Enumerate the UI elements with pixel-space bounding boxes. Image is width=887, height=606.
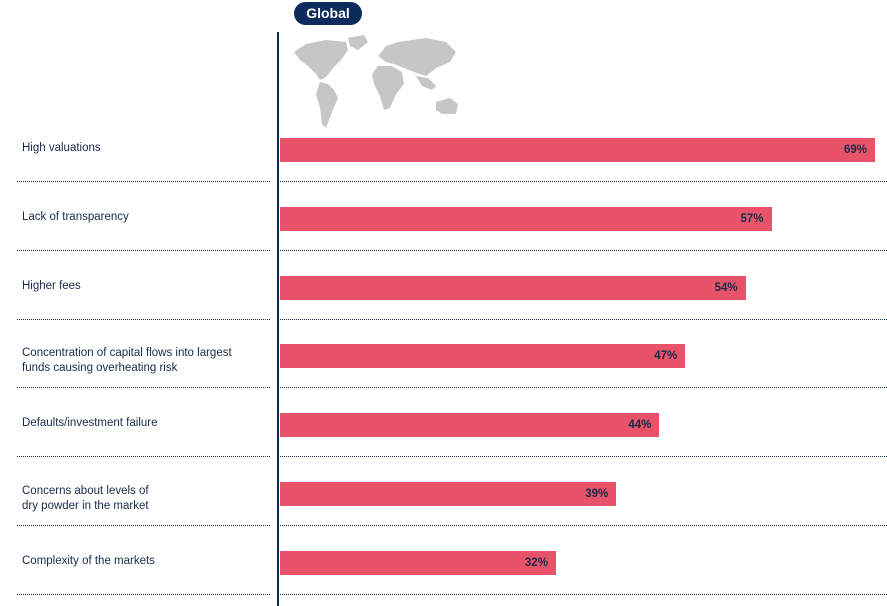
category-label: Concerns about levels of dry powder in th… <box>22 484 272 514</box>
row-divider <box>17 525 270 526</box>
category-label-line: Lack of transparency <box>22 210 129 223</box>
row-divider <box>280 249 887 251</box>
data-label: 39% <box>585 488 609 500</box>
category-label: Higher fees <box>22 279 272 294</box>
chart-row: High valuations 69% <box>0 113 887 182</box>
row-divider <box>17 318 270 320</box>
category-label-line: Complexity of the markets <box>22 554 155 567</box>
bar: 32% <box>280 550 556 575</box>
category-label-line: Higher fees <box>22 279 81 292</box>
data-label: 69% <box>843 144 867 156</box>
chart-row: Defaults/investment failure 44% <box>0 388 887 458</box>
world-map-icon <box>294 35 458 128</box>
row-divider <box>280 525 887 526</box>
bar: 39% <box>280 482 617 506</box>
data-label: 47% <box>654 350 678 363</box>
data-label: 44% <box>628 419 652 432</box>
bar: 57% <box>280 206 772 231</box>
row-divider <box>280 593 887 595</box>
category-label: Lack of transparency <box>22 210 272 225</box>
category-label: Complexity of the markets <box>22 554 272 569</box>
bar: 54% <box>280 275 746 300</box>
data-label: 57% <box>740 212 764 225</box>
category-label-line: Concentration of capital flows into larg… <box>22 347 232 360</box>
category-label-line: Defaults/investment failure <box>22 417 158 430</box>
row-divider <box>17 181 270 182</box>
chart-row: Lack of transparency 57% <box>0 182 887 251</box>
row-divider <box>17 593 270 595</box>
bar: 69% <box>280 138 875 162</box>
chart-row: Concerns about levels of dry powder in th… <box>0 457 887 526</box>
row-divider <box>280 181 887 182</box>
category-label: High valuations <box>22 141 272 156</box>
chart-row: Higher fees 54% <box>0 251 887 320</box>
category-label: Defaults/investment failure <box>22 416 272 431</box>
chart-row: Complexity of the markets 32% <box>0 526 887 595</box>
region-badge: Global <box>294 2 362 25</box>
category-label-line: funds causing overheating risk <box>22 362 178 375</box>
category-label-line: Concerns about levels of <box>22 485 149 497</box>
row-divider <box>17 456 270 458</box>
category-label-line: dry powder in the market <box>22 500 149 512</box>
row-divider <box>17 387 270 389</box>
bar: 47% <box>280 344 686 369</box>
row-divider <box>280 318 887 320</box>
data-label: 32% <box>524 556 548 569</box>
data-label: 54% <box>714 281 738 294</box>
chart-row: Concentration of capital flows into larg… <box>0 319 887 389</box>
y-axis-line <box>277 32 279 606</box>
row-divider <box>280 456 887 458</box>
bar: 44% <box>280 413 660 438</box>
row-divider <box>280 387 887 389</box>
category-label-line: High valuations <box>22 142 101 154</box>
row-divider <box>17 249 270 251</box>
category-label: Concentration of capital flows into larg… <box>22 346 272 376</box>
